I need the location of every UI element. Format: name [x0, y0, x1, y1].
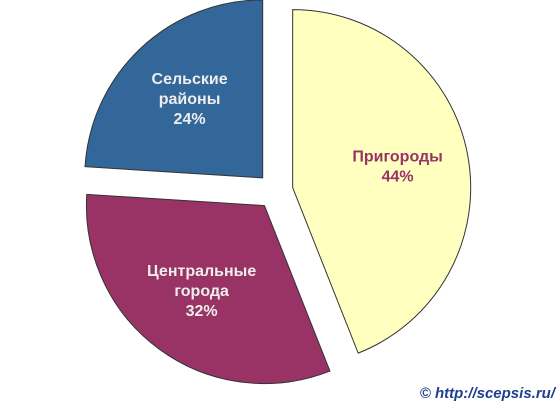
- pie-slice: [85, 193, 331, 385]
- category-line: Пригороды: [352, 149, 443, 166]
- pie-slice: [84, 0, 264, 179]
- value-label: 44%: [382, 169, 414, 186]
- category-label: Центральные города: [147, 263, 256, 300]
- pie-slice: [292, 9, 472, 354]
- category-line: Сельские: [152, 71, 228, 88]
- value-label: 24%: [174, 111, 206, 128]
- slice-label: Пригороды 44%: [352, 149, 443, 186]
- category-label: Сельские районы: [152, 71, 228, 108]
- value-label: 32%: [186, 303, 218, 320]
- category-line: города: [174, 283, 229, 300]
- watermark: © http://scepsis.ru/: [420, 385, 557, 402]
- category-line: Центральные: [147, 263, 256, 280]
- category-line: районы: [159, 91, 221, 108]
- slice-label: Центральные города 32%: [147, 263, 256, 320]
- category-label: Пригороды: [352, 149, 443, 166]
- slice-label: Сельские районы 24%: [152, 71, 228, 128]
